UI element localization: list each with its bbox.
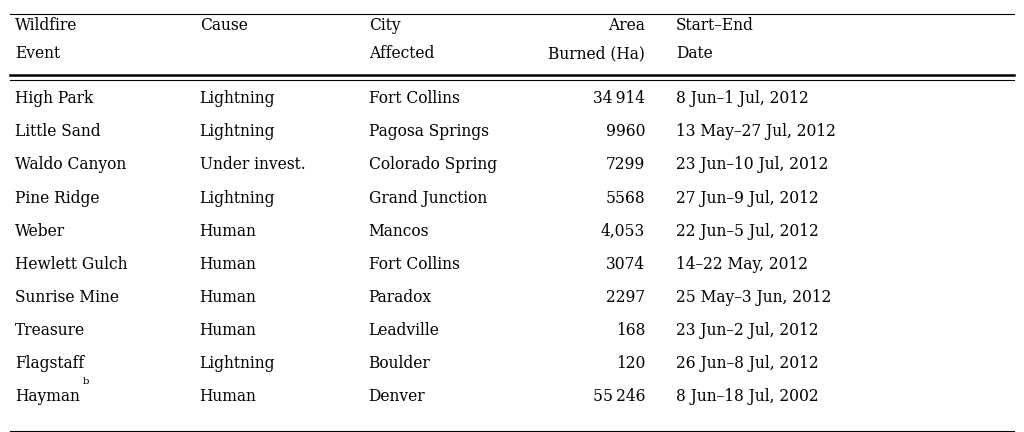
Text: Under invest.: Under invest. [200,156,305,173]
Text: Fort Collins: Fort Collins [369,90,460,107]
Text: Boulder: Boulder [369,355,430,372]
Text: Human: Human [200,222,257,240]
Text: Grand Junction: Grand Junction [369,190,486,206]
Text: 3074: 3074 [606,256,645,273]
Text: Waldo Canyon: Waldo Canyon [15,156,127,173]
Text: Fort Collins: Fort Collins [369,256,460,273]
Text: Affected: Affected [369,45,434,63]
Text: Paradox: Paradox [369,289,432,306]
Text: Weber: Weber [15,222,66,240]
Text: 120: 120 [615,355,645,372]
Text: Human: Human [200,289,257,306]
Text: Lightning: Lightning [200,123,275,140]
Text: Human: Human [200,256,257,273]
Text: Denver: Denver [369,388,425,405]
Text: Treasure: Treasure [15,322,85,339]
Text: 14–22 May, 2012: 14–22 May, 2012 [676,256,808,273]
Text: 55 246: 55 246 [593,388,645,405]
Text: Lightning: Lightning [200,355,275,372]
Text: 34 914: 34 914 [593,90,645,107]
Text: Start–End: Start–End [676,17,754,34]
Text: Event: Event [15,45,60,63]
Text: Sunrise Mine: Sunrise Mine [15,289,120,306]
Text: 26 Jun–8 Jul, 2012: 26 Jun–8 Jul, 2012 [676,355,818,372]
Text: Leadville: Leadville [369,322,439,339]
Text: 22 Jun–5 Jul, 2012: 22 Jun–5 Jul, 2012 [676,222,818,240]
Text: 7299: 7299 [606,156,645,173]
Text: 9960: 9960 [605,123,645,140]
Text: 27 Jun–9 Jul, 2012: 27 Jun–9 Jul, 2012 [676,190,818,206]
Text: Lightning: Lightning [200,190,275,206]
Text: Hayman: Hayman [15,388,80,405]
Text: Mancos: Mancos [369,222,429,240]
Text: Hewlett Gulch: Hewlett Gulch [15,256,128,273]
Text: Flagstaff: Flagstaff [15,355,85,372]
Text: 8 Jun–18 Jul, 2002: 8 Jun–18 Jul, 2002 [676,388,818,405]
Text: 8 Jun–1 Jul, 2012: 8 Jun–1 Jul, 2012 [676,90,809,107]
Text: Human: Human [200,388,257,405]
Text: Wildfire: Wildfire [15,17,78,34]
Text: Little Sand: Little Sand [15,123,101,140]
Text: b: b [83,377,89,386]
Text: Lightning: Lightning [200,90,275,107]
Text: 23 Jun–2 Jul, 2012: 23 Jun–2 Jul, 2012 [676,322,818,339]
Text: 5568: 5568 [605,190,645,206]
Text: Colorado Spring: Colorado Spring [369,156,497,173]
Text: 4,053: 4,053 [601,222,645,240]
Text: Pine Ridge: Pine Ridge [15,190,100,206]
Text: 2297: 2297 [606,289,645,306]
Text: Burned (Ha): Burned (Ha) [548,45,645,63]
Text: Area: Area [608,17,645,34]
Text: Cause: Cause [200,17,248,34]
Text: Pagosa Springs: Pagosa Springs [369,123,488,140]
Text: Date: Date [676,45,713,63]
Text: 168: 168 [615,322,645,339]
Text: 13 May–27 Jul, 2012: 13 May–27 Jul, 2012 [676,123,836,140]
Text: 25 May–3 Jun, 2012: 25 May–3 Jun, 2012 [676,289,831,306]
Text: City: City [369,17,400,34]
Text: 23 Jun–10 Jul, 2012: 23 Jun–10 Jul, 2012 [676,156,828,173]
Text: High Park: High Park [15,90,94,107]
Text: Human: Human [200,322,257,339]
